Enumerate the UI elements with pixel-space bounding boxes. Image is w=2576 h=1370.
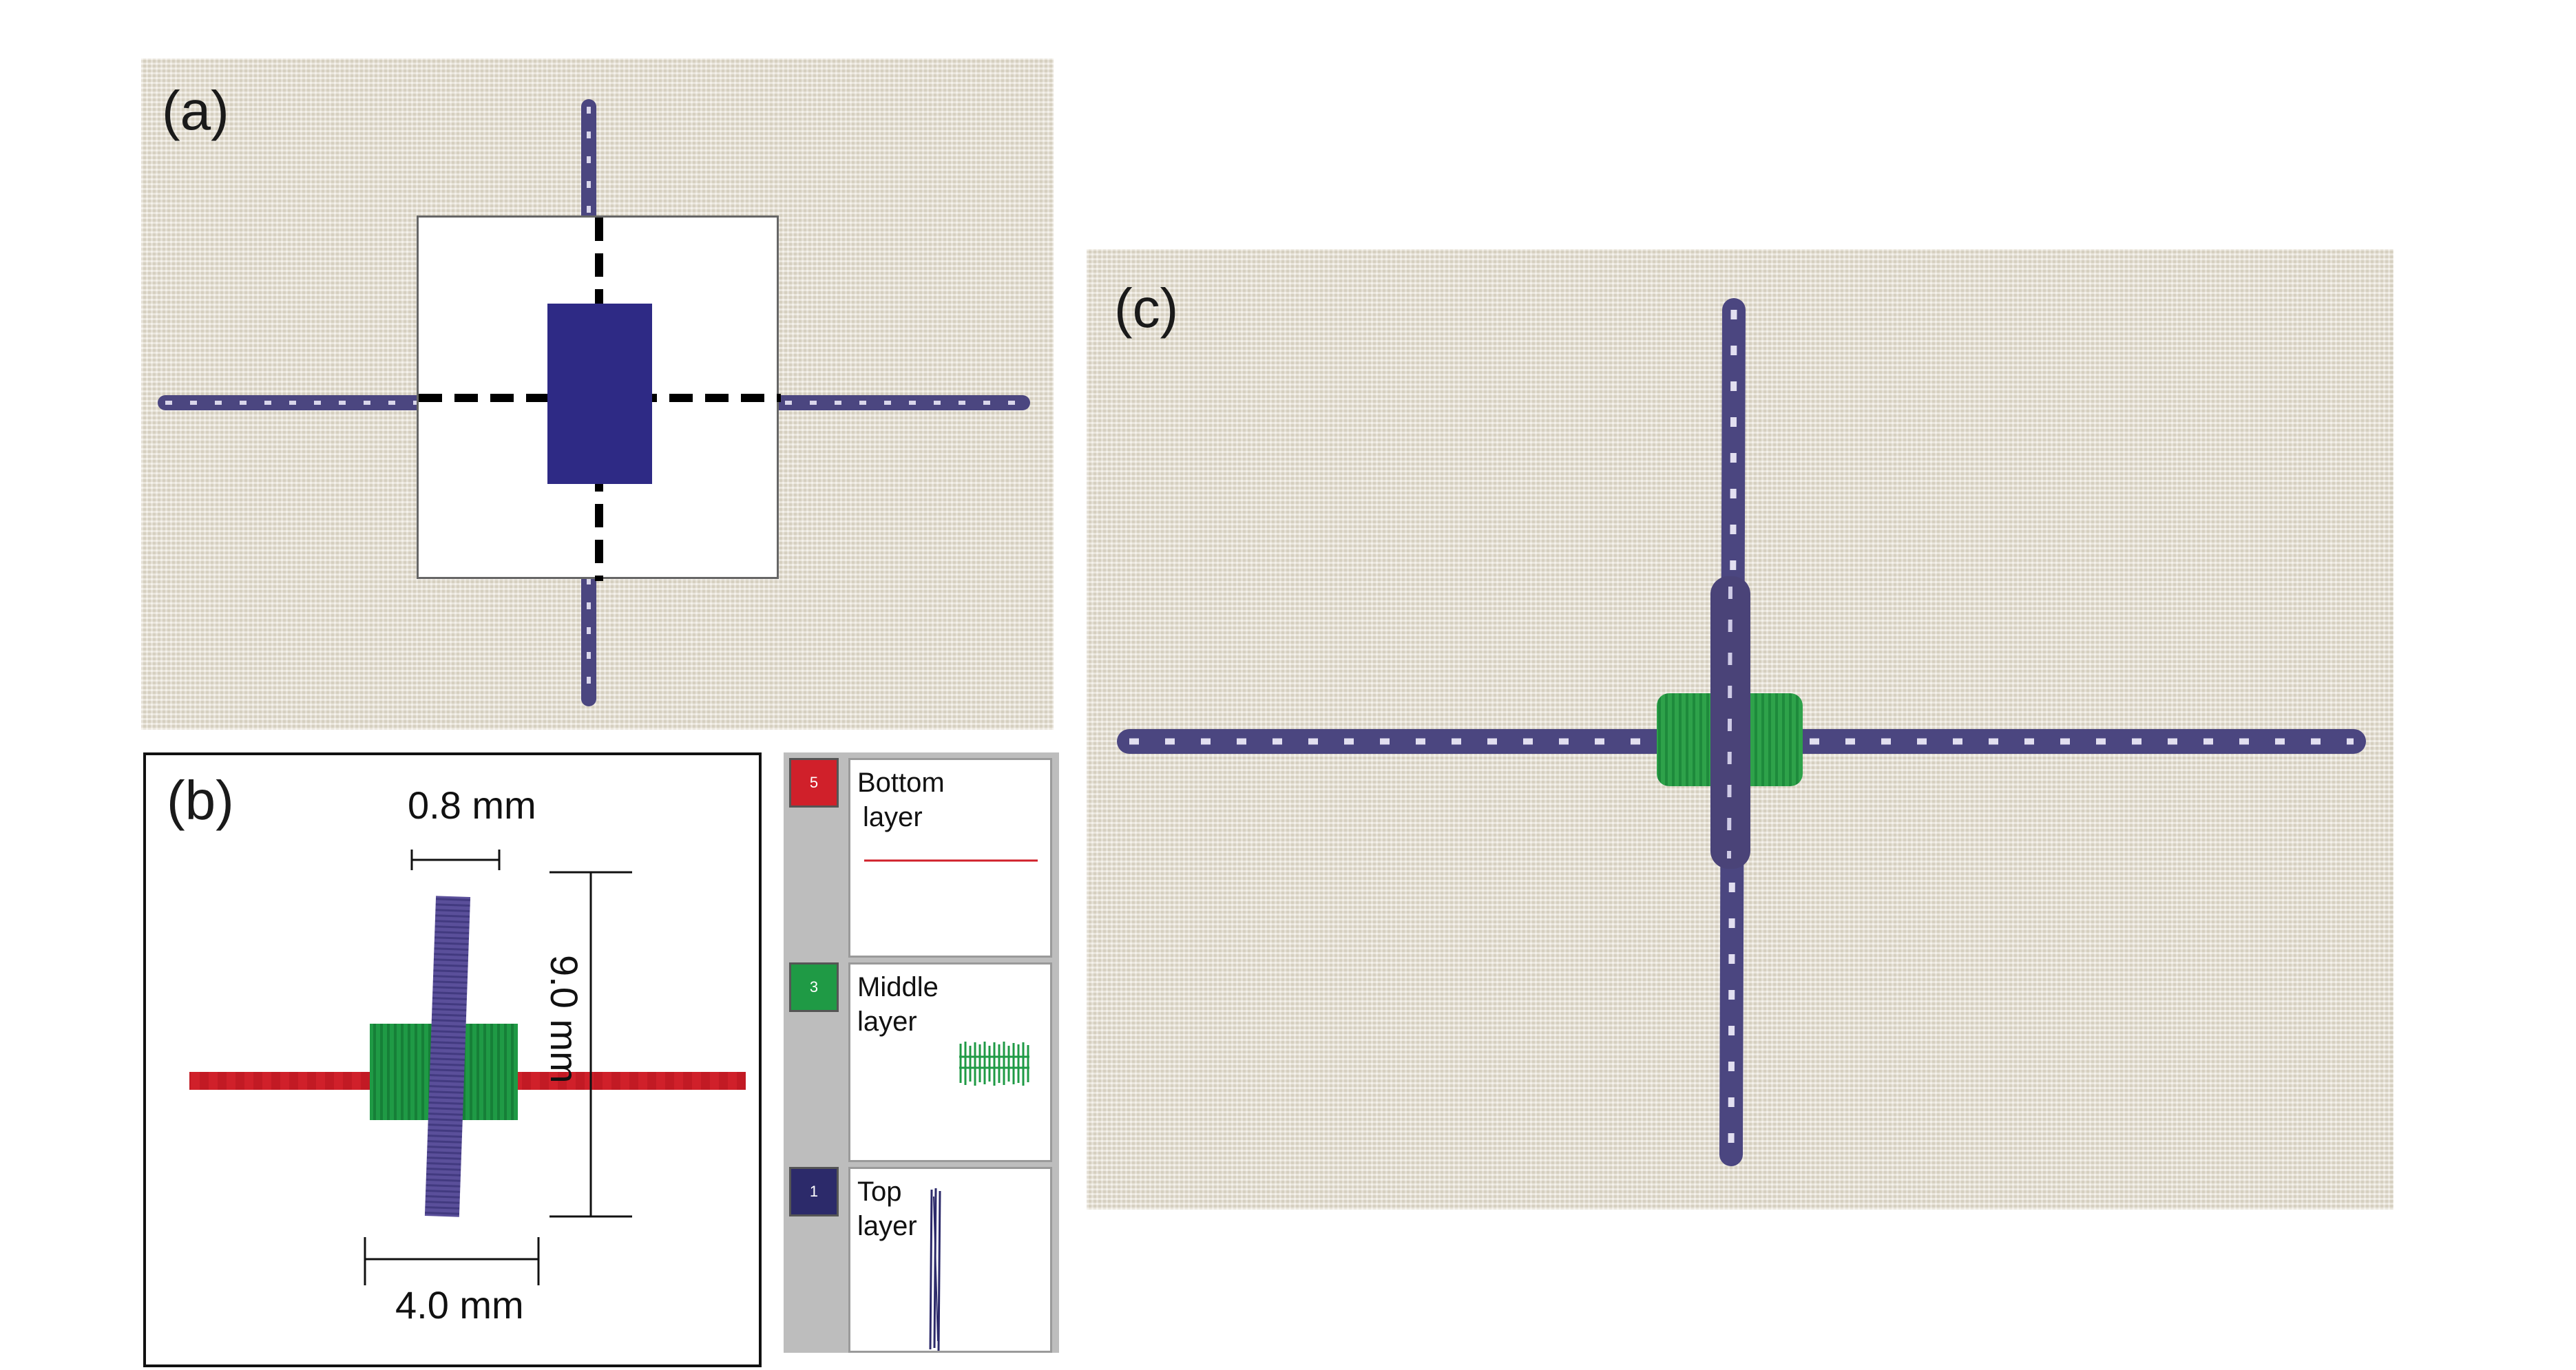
panel-c-thread-cross [1117,298,2366,1166]
panel-b-frame: (b) [143,752,762,1367]
top-layer-preview [929,1188,941,1351]
panel-b-label: (b) [167,770,234,831]
middle-layer-preview [959,1042,1029,1086]
dimension-label-height: 9.0 mm [543,955,586,1084]
layer-card-middle[interactable]: Middle layer [848,962,1052,1162]
design-overlay-box [417,215,781,581]
layer-card-bottom[interactable]: Bottom layer [848,758,1052,958]
layer-legend: 5 Bottom layer 3 Middle layer [784,752,1059,1353]
design-overlay-lines [419,218,781,581]
panel-a-photo: (a) [141,59,1054,730]
top-layer-stitch [424,896,471,1217]
panel-b-diagram [189,850,746,1285]
layer-title: Top layer [857,1177,917,1241]
layer-number-badge: 1 [789,1167,839,1216]
layer-number-badge: 3 [789,962,839,1012]
layer-title: Bottom layer [857,768,945,832]
bottom-layer-preview [864,859,1038,862]
layer-card-top[interactable]: Top layer [848,1167,1052,1353]
panel-a-label: (a) [162,80,229,141]
dimension-label-width-top: 0.8 mm [408,783,536,827]
layer-title: Middle layer [857,972,939,1037]
design-top-layer-block [547,304,652,484]
panel-c-label: (c) [1114,277,1179,339]
layer-number-badge: 5 [789,758,839,808]
dimension-label-width-bottom: 4.0 mm [395,1283,524,1327]
panel-c-photo: (c) [1087,249,2394,1210]
